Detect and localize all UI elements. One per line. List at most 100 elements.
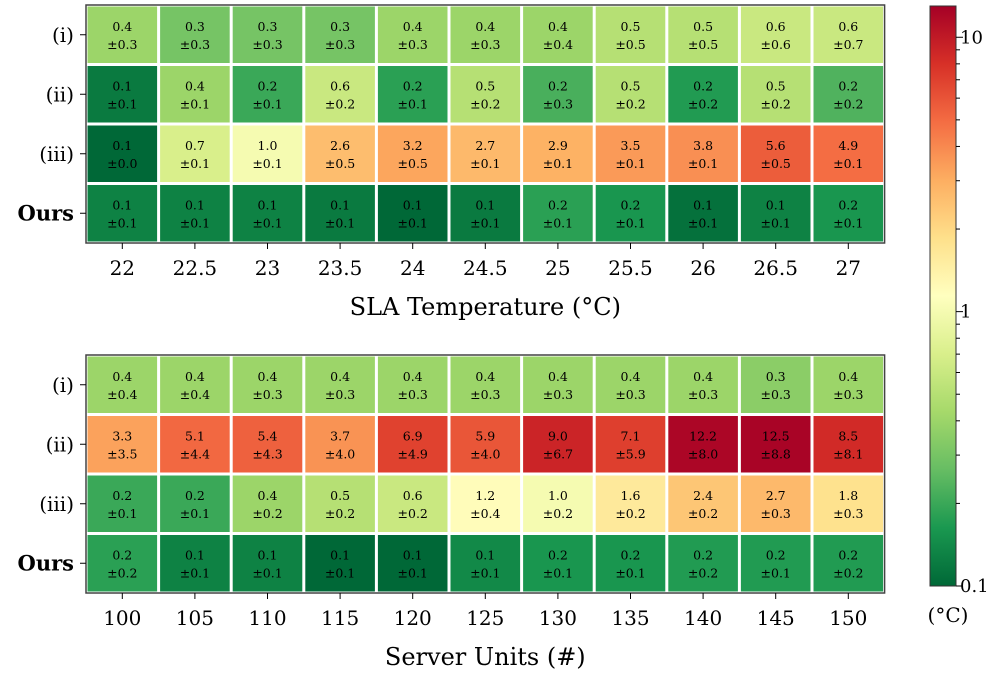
cell-mean-label: 0.1	[185, 547, 205, 562]
cell-std-label: ±0.1	[543, 215, 573, 230]
cell-mean-label: 0.2	[403, 78, 423, 93]
cell-std-label: ±0.4	[180, 387, 210, 402]
cell-std-label: ±0.3	[761, 506, 791, 521]
x-tick-label: 24.5	[463, 256, 508, 280]
cell-mean-label: 0.2	[112, 488, 132, 503]
cell-std-label: ±0.3	[833, 506, 863, 521]
heatmap-cell	[305, 416, 375, 473]
cell-mean-label: 0.2	[621, 547, 641, 562]
colorbar-gradient	[930, 6, 956, 586]
colorbar-unit-label: (°C)	[928, 603, 969, 627]
cell-mean-label: 2.9	[548, 138, 568, 153]
cell-mean-label: 0.4	[693, 369, 713, 384]
cell-std-label: ±0.3	[688, 387, 718, 402]
cell-mean-label: 0.1	[330, 197, 350, 212]
x-tick-label: 25	[545, 256, 570, 280]
cell-mean-label: 0.2	[185, 488, 205, 503]
cell-mean-label: 0.3	[766, 369, 786, 384]
cell-std-label: ±0.4	[470, 506, 500, 521]
cell-std-label: ±0.2	[833, 565, 863, 580]
cell-std-label: ±0.5	[615, 37, 645, 52]
cell-mean-label: 0.2	[838, 78, 858, 93]
cell-mean-label: 0.4	[403, 369, 423, 384]
cell-mean-label: 0.1	[766, 197, 786, 212]
cell-std-label: ±0.5	[688, 37, 718, 52]
cell-mean-label: 3.8	[693, 138, 713, 153]
heatmap-cell	[813, 416, 884, 473]
heatmap-cell	[377, 185, 448, 242]
cell-std-label: ±0.1	[398, 215, 428, 230]
cell-std-label: ±0.1	[180, 96, 210, 111]
heatmap-cell	[523, 356, 593, 413]
cell-std-label: ±0.1	[107, 215, 137, 230]
cell-std-label: ±0.3	[325, 387, 355, 402]
cell-mean-label: 3.2	[403, 138, 423, 153]
cell-mean-label: 0.5	[621, 19, 641, 34]
cell-mean-label: 0.3	[185, 19, 205, 34]
cell-std-label: ±3.5	[107, 446, 137, 461]
cell-std-label: ±0.4	[543, 37, 573, 52]
cell-std-label: ±0.1	[180, 565, 210, 580]
cell-mean-label: 0.4	[548, 19, 568, 34]
x-tick-label: 24	[400, 256, 425, 280]
cell-mean-label: 0.3	[258, 19, 278, 34]
cell-std-label: ±0.3	[325, 37, 355, 52]
heatmap-cell	[740, 185, 811, 242]
heatmap-cell	[87, 535, 158, 592]
heatmap-cell	[813, 6, 884, 63]
cell-std-label: ±0.1	[833, 215, 863, 230]
heatmap-cell	[160, 535, 230, 592]
heatmap-cell	[595, 416, 666, 473]
heatmap-cell	[450, 66, 521, 123]
cell-mean-label: 0.1	[475, 197, 495, 212]
heatmap-cell	[668, 356, 738, 413]
x-axis-title: SLA Temperature (°C)	[350, 293, 621, 321]
heatmap-cell	[450, 535, 521, 592]
cell-mean-label: 0.5	[475, 78, 495, 93]
cell-mean-label: 0.4	[838, 369, 858, 384]
colorbar-tick-label: 1	[960, 302, 971, 323]
cell-std-label: ±0.1	[761, 565, 791, 580]
heatmap-cell	[595, 6, 666, 63]
cell-mean-label: 0.2	[693, 78, 713, 93]
heatmap-cell	[232, 66, 303, 123]
x-tick-label: 25.5	[608, 256, 653, 280]
cell-std-label: ±0.2	[688, 96, 718, 111]
heatmap-cell	[523, 475, 593, 532]
heatmap-cell	[595, 475, 666, 532]
x-tick-label: 135	[611, 606, 649, 630]
heatmap-cell	[813, 475, 884, 532]
cell-std-label: ±0.2	[470, 96, 500, 111]
cell-std-label: ±0.1	[252, 565, 282, 580]
x-tick-label: 23	[255, 256, 280, 280]
cell-std-label: ±0.3	[543, 96, 573, 111]
cell-std-label: ±0.1	[470, 565, 500, 580]
cell-std-label: ±0.1	[180, 215, 210, 230]
heatmap-cell	[813, 535, 884, 592]
heatmap-cell	[740, 356, 811, 413]
x-tick-label: 105	[176, 606, 214, 630]
x-tick-label: 27	[836, 256, 861, 280]
cell-mean-label: 3.5	[621, 138, 641, 153]
heatmap-cell	[595, 66, 666, 123]
x-tick-label: 23.5	[318, 256, 363, 280]
cell-std-label: ±0.1	[252, 96, 282, 111]
cell-mean-label: 12.2	[689, 428, 717, 443]
cell-std-label: ±0.1	[470, 156, 500, 171]
heatmap-cell	[668, 6, 738, 63]
heatmap-cell	[450, 416, 521, 473]
heatmap-cell	[160, 185, 230, 242]
cell-mean-label: 6.9	[403, 428, 423, 443]
heatmap-cell	[377, 416, 448, 473]
cell-mean-label: 0.5	[621, 78, 641, 93]
heatmap-cell	[377, 125, 448, 182]
cell-std-label: ±0.2	[325, 96, 355, 111]
cell-std-label: ±0.4	[107, 387, 137, 402]
row-label: (i)	[52, 373, 74, 397]
x-axis-title: Server Units (#)	[385, 643, 586, 671]
cell-std-label: ±0.3	[470, 37, 500, 52]
cell-mean-label: 0.6	[766, 19, 786, 34]
cell-std-label: ±8.8	[761, 446, 791, 461]
cell-mean-label: 1.0	[548, 488, 568, 503]
heatmap-cell	[740, 6, 811, 63]
